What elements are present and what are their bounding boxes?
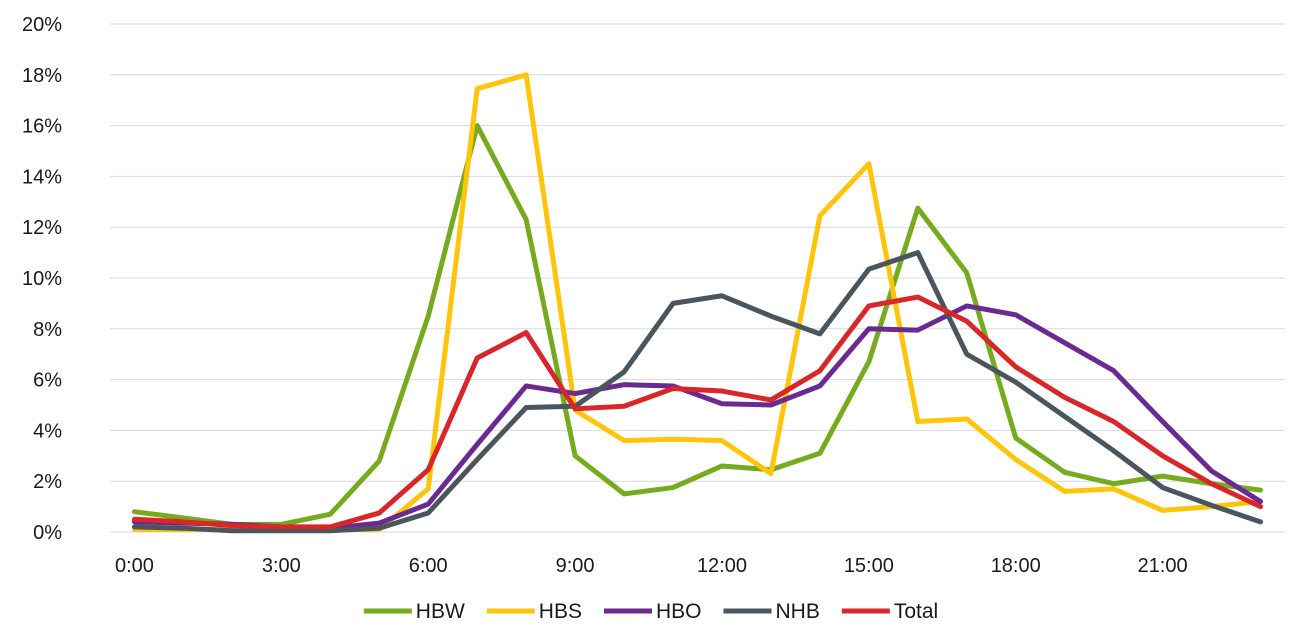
series-line-hbw (131, 123, 1264, 527)
y-tick-label: 0% (33, 522, 62, 544)
legend-item-total: Total (841, 600, 938, 623)
y-tick-label: 6% (33, 370, 62, 392)
y-tick-label: 18% (22, 65, 62, 87)
series-lines (131, 72, 1264, 534)
y-tick-label: 14% (22, 166, 62, 188)
legend-label: HBW (416, 600, 465, 623)
legend-item-hbs: HBS (486, 600, 582, 623)
legend-item-nhb: NHB (723, 600, 820, 623)
gridlines (110, 23, 1285, 533)
legend-label: HBS (539, 600, 582, 623)
series-line-hbs (131, 72, 1264, 532)
legend: HBW HBS HBO NHB Total (363, 600, 938, 623)
x-tick-label: 15:00 (844, 555, 894, 577)
legend-item-hbo: HBO (603, 600, 702, 623)
legend-label: Total (894, 600, 938, 623)
series-line-hbo (131, 303, 1264, 531)
x-axis-tick-labels: 0:00 3:00 6:00 9:00 12:00 15:00 18:00 21:00 (115, 555, 1188, 577)
y-tick-label: 4% (33, 420, 62, 442)
y-tick-label: 16% (22, 116, 62, 138)
y-tick-label: 12% (22, 217, 62, 239)
y-tick-label: 2% (33, 471, 62, 493)
x-tick-label: 12:00 (697, 555, 747, 577)
x-tick-label: 9:00 (556, 555, 595, 577)
x-tick-label: 21:00 (1138, 555, 1188, 577)
y-tick-label: 10% (22, 268, 62, 290)
x-tick-label: 3:00 (262, 555, 301, 577)
legend-label: NHB (776, 600, 820, 623)
series-line-nhb (131, 250, 1264, 534)
y-tick-label: 20% (22, 14, 62, 36)
series-line-total (131, 294, 1264, 530)
x-tick-label: 6:00 (409, 555, 448, 577)
legend-label: HBO (656, 600, 702, 623)
y-tick-label: 8% (33, 319, 62, 341)
x-tick-label: 0:00 (115, 555, 154, 577)
x-tick-label: 18:00 (991, 555, 1041, 577)
y-axis-tick-labels: 0% 2% 4% 6% 8% 10% 12% 14% 16% 18% 20% (22, 14, 62, 544)
legend-item-hbw: HBW (363, 600, 465, 623)
